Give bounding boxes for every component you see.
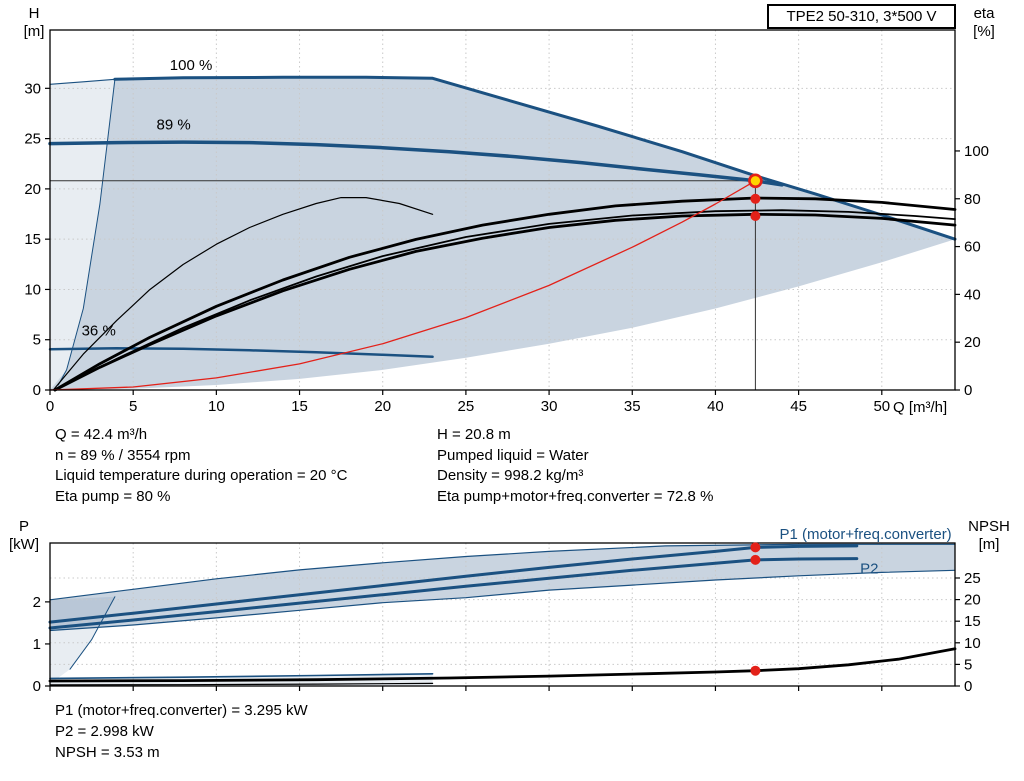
x-tick-label: 30 <box>541 398 558 415</box>
h-axis-title: H [m] <box>14 5 54 41</box>
info-line-p2: P2 = 2.998 kW <box>55 723 154 740</box>
left-tick-label: 10 <box>24 281 41 298</box>
eta-secondary-thin-curve <box>54 209 956 391</box>
x-tick-label: 15 <box>291 398 308 415</box>
left-tick-label: 1 <box>33 636 41 653</box>
eta-axis-title-unit: [%] <box>973 23 995 40</box>
npsh-axis-title-unit: [m] <box>978 536 1000 553</box>
left-tick-label: 2 <box>33 594 41 611</box>
right-tick-label: 15 <box>964 613 981 630</box>
power-envelope <box>50 544 955 631</box>
left-tick-label: 20 <box>24 181 41 198</box>
p-axis-title: P [kW] <box>2 518 46 554</box>
duty-point-dot <box>750 193 761 204</box>
duty-point-dot <box>750 554 761 565</box>
speed-curve-100 <box>113 75 957 241</box>
q-axis-title: Q [m³/h] <box>893 399 948 416</box>
p2-curve <box>48 557 859 630</box>
operating-point-marker <box>748 173 763 189</box>
left-tick-label: 0 <box>33 382 41 399</box>
x-tick-label: 35 <box>624 398 641 415</box>
p-axis-title-symbol: P <box>18 518 29 535</box>
right-tick-label: 0 <box>964 678 972 695</box>
info-line-eta-pump: Eta pump = 80 % <box>55 487 171 505</box>
operating-data-column-right: H = 20.8 m Pumped liquid = Water Density… <box>437 425 713 507</box>
duty-point-dot <box>750 665 761 676</box>
right-tick-label: 20 <box>964 334 981 351</box>
envelope-left-light <box>50 79 115 391</box>
npsh-axis-title-symbol: NPSH <box>968 518 1010 535</box>
eta-reduced-speed-thin-curve <box>52 197 434 391</box>
system-curve-red <box>49 180 757 391</box>
plot-frame <box>49 542 956 687</box>
curve-label: P2 <box>860 560 878 577</box>
info-line-head: H = 20.8 m <box>437 426 511 443</box>
operating-data-column-left: Q = 42.4 m³/h n = 89 % / 3554 rpm Liquid… <box>55 425 347 507</box>
h-axis-title-symbol: H <box>28 5 40 22</box>
left-tick-label: 25 <box>24 131 41 148</box>
left-tick-label: 5 <box>33 332 41 349</box>
power-envelope-left-light <box>50 596 115 684</box>
envelope-left-top-line <box>49 78 116 85</box>
info-line-density: Density = 998.2 kg/m³ <box>437 467 584 484</box>
p-axis-title-unit: [kW] <box>9 536 39 553</box>
x-tick-label: 5 <box>129 398 137 415</box>
right-tick-label: 40 <box>964 286 981 303</box>
power-36-curve <box>49 672 434 680</box>
eta-total-curve <box>53 212 957 392</box>
h-axis-title-unit: [m] <box>23 23 45 40</box>
eta-axis-title-symbol: eta <box>973 5 995 22</box>
duty-point-dot <box>750 211 761 221</box>
right-tick-label: 5 <box>964 656 972 673</box>
power-top-envelope-line <box>49 543 956 601</box>
duty-point-dot <box>750 542 761 553</box>
x-tick-label: 45 <box>790 398 807 415</box>
power-envelope-left-line <box>69 596 116 670</box>
speed-curve-36 <box>48 347 434 359</box>
right-tick-label: 20 <box>964 592 981 609</box>
info-line-pumped-liquid: Pumped liquid = Water <box>437 446 589 464</box>
right-tick-label: 80 <box>964 191 981 208</box>
x-tick-label: 10 <box>208 398 225 415</box>
left-tick-label: 15 <box>24 231 41 248</box>
x-tick-label: 40 <box>707 398 724 415</box>
info-line-npsh: NPSH = 3.53 m <box>55 744 160 761</box>
info-line-p1: P1 (motor+freq.converter) = 3.295 kW <box>55 702 308 719</box>
left-tick-label: 0 <box>33 678 41 695</box>
npsh-axis-title: NPSH [m] <box>958 518 1020 554</box>
npsh-curve <box>48 647 957 683</box>
eta-pump-curve <box>53 196 957 392</box>
pump-model-title-box: TPE2 50-310, 3*500 V <box>767 4 956 29</box>
x-tick-label: 50 <box>873 398 890 415</box>
eta-axis-title: eta [%] <box>962 5 1006 41</box>
curve-label: 100 % <box>170 57 213 74</box>
curve-label: 36 % <box>82 323 116 340</box>
plot-frame <box>49 29 956 391</box>
info-line-eta-total: Eta pump+motor+freq.converter = 72.8 % <box>437 487 714 505</box>
right-tick-label: 25 <box>964 570 981 587</box>
info-line-liquid-temp: Liquid temperature during operation = 20… <box>55 467 348 484</box>
power-lower-envelope-line <box>49 569 956 632</box>
left-tick-label: 30 <box>24 80 41 97</box>
x-tick-label: 25 <box>458 398 475 415</box>
x-tick-label: 0 <box>46 398 54 415</box>
info-line-q: Q = 42.4 m³/h <box>55 426 148 443</box>
right-tick-label: 60 <box>964 239 981 256</box>
speed-curve-89 <box>48 140 784 187</box>
curve-label: 89 % <box>157 117 191 134</box>
right-tick-label: 0 <box>964 382 972 399</box>
p1-curve <box>48 544 859 624</box>
x-tick-label: 20 <box>374 398 391 415</box>
power-data-block: P1 (motor+freq.converter) = 3.295 kW P2 … <box>55 700 308 763</box>
right-tick-label: 100 <box>964 143 989 160</box>
curve-label: P1 (motor+freq.converter) <box>780 526 952 543</box>
right-tick-label: 10 <box>964 635 981 652</box>
info-line-speed: n = 89 % / 3554 rpm <box>55 446 191 464</box>
envelope-left-parabola-line <box>57 78 116 386</box>
npsh-low-speed-curve <box>49 682 434 686</box>
